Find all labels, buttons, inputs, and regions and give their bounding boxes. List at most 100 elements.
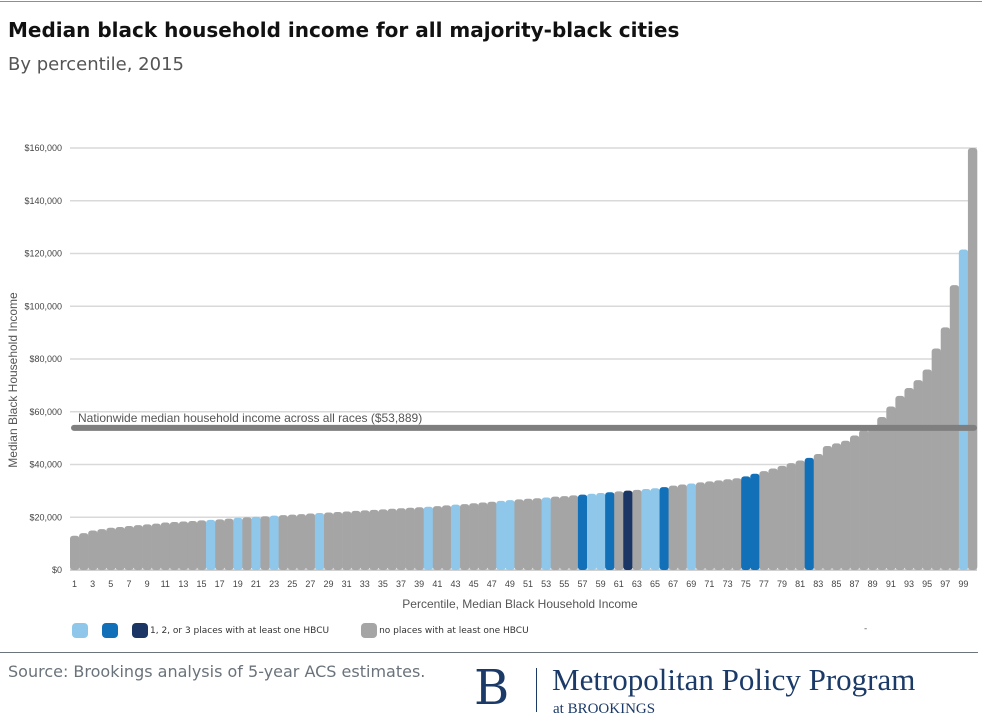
x-tick-label: 29 — [323, 579, 333, 589]
x-tick-label: 31 — [342, 579, 352, 589]
x-tick-label: 91 — [886, 579, 896, 589]
bar-percentile-2 — [79, 533, 89, 570]
x-tick-label: 43 — [450, 579, 460, 589]
bar-percentile-74 — [732, 478, 742, 570]
bar-percentile-88 — [859, 430, 869, 570]
bottom-divider — [0, 652, 978, 653]
x-tick-label: 73 — [723, 579, 733, 589]
bar-percentile-17 — [215, 519, 225, 570]
bar-percentile-92 — [895, 395, 905, 570]
bar-percentile-31 — [342, 511, 352, 570]
x-tick-label: 99 — [958, 579, 968, 589]
x-tick-label: 47 — [487, 579, 497, 589]
bar-percentile-29 — [323, 512, 334, 570]
x-tick-label: 41 — [432, 579, 442, 589]
bar-percentile-11 — [160, 522, 171, 570]
bar-percentile-4 — [97, 529, 107, 570]
y-tick-label: $40,000 — [29, 460, 62, 470]
x-tick-label: 97 — [940, 579, 950, 589]
bar-percentile-13 — [178, 521, 189, 570]
bar-percentile-22 — [260, 516, 270, 570]
legend: 1, 2, or 3 places with at least one HBCU… — [72, 623, 529, 638]
bar-percentile-90 — [877, 417, 887, 570]
bar-percentile-56 — [568, 495, 579, 570]
bar-percentile-55 — [559, 496, 570, 570]
x-tick-label: 67 — [668, 579, 678, 589]
bar-percentile-76 — [750, 473, 760, 570]
x-tick-label: 75 — [741, 579, 751, 589]
bar-percentile-34 — [369, 509, 379, 570]
bar-percentile-62 — [623, 490, 633, 570]
bar-percentile-14 — [187, 520, 198, 570]
bar-percentile-28 — [314, 513, 325, 570]
bar-percentile-67 — [668, 485, 678, 570]
bar-percentile-30 — [333, 511, 343, 570]
bar-percentile-65 — [650, 488, 660, 570]
top-divider — [0, 1, 982, 2]
bar-percentile-91 — [886, 406, 896, 570]
bar-percentile-26 — [296, 514, 307, 570]
bar-percentile-64 — [641, 489, 651, 570]
bar-percentile-77 — [759, 471, 769, 570]
x-tick-label: 5 — [108, 579, 113, 589]
bar-percentile-48 — [496, 500, 506, 570]
bar-percentile-10 — [151, 523, 161, 570]
bar-percentile-69 — [686, 483, 697, 570]
x-tick-label: 21 — [251, 579, 261, 589]
bar-percentile-96 — [931, 348, 942, 570]
x-tick-label: 57 — [577, 579, 587, 589]
bar-percentile-24 — [278, 515, 288, 570]
bar-percentile-38 — [405, 507, 415, 570]
brookings-logo-mark: B — [474, 660, 510, 716]
y-tick-label: $80,000 — [29, 354, 62, 364]
bar-percentile-35 — [378, 509, 388, 570]
bar-percentile-33 — [360, 510, 370, 570]
legend-swatch-mid-blue — [102, 623, 118, 638]
bar-percentile-59 — [596, 492, 606, 570]
x-tick-label: 39 — [414, 579, 424, 589]
bar-percentile-39 — [414, 507, 425, 570]
chart-title: Median black household income for all ma… — [8, 18, 680, 42]
x-tick-label: 35 — [378, 579, 388, 589]
x-tick-label: 7 — [126, 579, 131, 589]
x-tick-label: 19 — [233, 579, 243, 589]
bar-percentile-85 — [831, 443, 842, 570]
bar-percentile-81 — [795, 460, 805, 570]
chart-subtitle: By percentile, 2015 — [8, 54, 184, 75]
bar-percentile-27 — [305, 513, 316, 570]
x-tick-label: 25 — [287, 579, 297, 589]
x-tick-label: 15 — [197, 579, 207, 589]
bar-percentile-20 — [242, 517, 252, 570]
x-tick-label: 85 — [831, 579, 841, 589]
x-tick-label: 13 — [178, 579, 188, 589]
program-name: Metropolitan Policy Program — [552, 662, 916, 697]
bar-percentile-32 — [351, 510, 361, 570]
bar-percentile-47 — [487, 501, 497, 570]
x-tick-label: 81 — [795, 579, 805, 589]
bar-percentile-99 — [958, 249, 969, 570]
x-tick-label: 27 — [305, 579, 315, 589]
legend-swatch-dark-blue — [132, 623, 148, 638]
legend-hbcu-label: 1, 2, or 3 places with at least one HBCU — [150, 625, 330, 636]
bar-percentile-60 — [605, 492, 615, 570]
bar-percentile-19 — [233, 517, 243, 570]
x-tick-label: 17 — [215, 579, 225, 589]
bar-percentile-49 — [505, 500, 515, 570]
bar-percentile-84 — [822, 446, 833, 570]
bar-percentile-82 — [804, 457, 815, 570]
x-tick-label: 71 — [704, 579, 714, 589]
x-axis-label: Percentile, Median Black Household Incom… — [402, 597, 638, 611]
bar-percentile-66 — [659, 487, 669, 570]
bar-percentile-40 — [423, 506, 434, 570]
y-tick-label: $0 — [52, 565, 62, 575]
y-axis-label: Median Black Household Income — [6, 292, 20, 468]
y-tick-label: $20,000 — [29, 512, 62, 522]
bar-percentile-5 — [106, 527, 116, 570]
bar-percentile-87 — [850, 435, 860, 570]
x-tick-label: 45 — [469, 579, 479, 589]
bar-percentile-46 — [478, 502, 488, 570]
bar-percentile-73 — [723, 479, 733, 570]
bar-percentile-44 — [460, 504, 470, 570]
x-tick-label: 83 — [813, 579, 823, 589]
x-tick-label: 65 — [650, 579, 660, 589]
